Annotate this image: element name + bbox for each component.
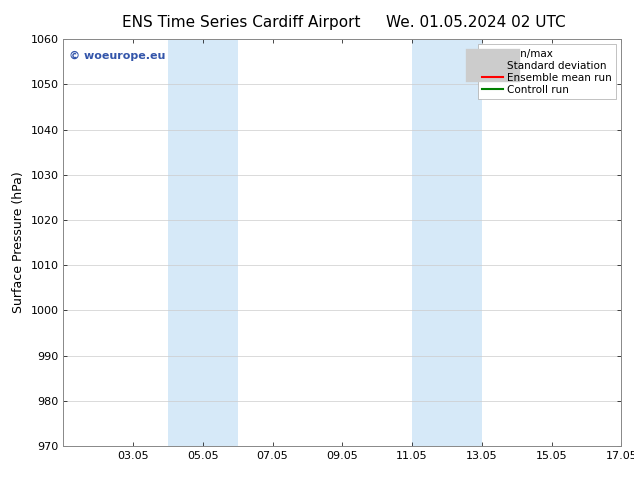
Text: ENS Time Series Cardiff Airport: ENS Time Series Cardiff Airport: [122, 15, 360, 30]
Legend: min/max, Standard deviation, Ensemble mean run, Controll run: min/max, Standard deviation, Ensemble me…: [478, 45, 616, 99]
Text: © woeurope.eu: © woeurope.eu: [69, 51, 165, 61]
Text: We. 01.05.2024 02 UTC: We. 01.05.2024 02 UTC: [385, 15, 566, 30]
Bar: [168, 39, 238, 446]
Bar: [412, 39, 482, 446]
Y-axis label: Surface Pressure (hPa): Surface Pressure (hPa): [12, 172, 25, 314]
